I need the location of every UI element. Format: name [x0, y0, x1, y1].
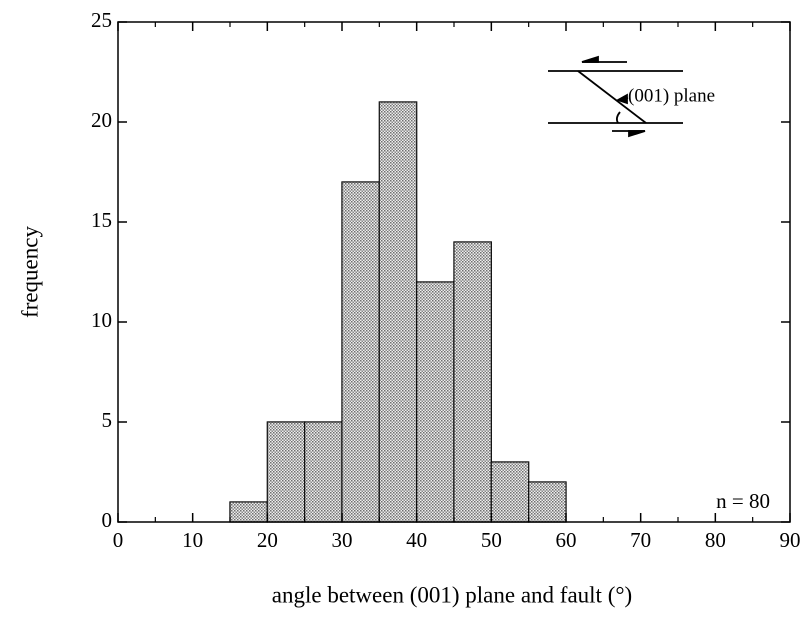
y-tick-label: 20: [91, 108, 112, 132]
bar-tint: [304, 422, 342, 522]
bar: [528, 481, 567, 523]
bar-tint: [230, 502, 268, 522]
inset-diagram: [548, 55, 683, 138]
sample-size: n = 80: [716, 489, 770, 513]
x-tick-label: 90: [780, 528, 801, 552]
x-tick-label: 0: [113, 528, 124, 552]
bar-tint: [267, 422, 305, 522]
bar-tint: [342, 182, 380, 522]
bar-tint: [454, 242, 492, 522]
bar: [453, 241, 492, 523]
bar: [416, 281, 455, 523]
bar-tint: [491, 462, 529, 522]
x-tick-label: 70: [630, 528, 651, 552]
x-tick-label: 40: [406, 528, 427, 552]
x-tick-label: 10: [182, 528, 203, 552]
x-tick-label: 50: [481, 528, 502, 552]
x-tick-label: 60: [556, 528, 577, 552]
y-tick-label: 25: [91, 8, 112, 32]
x-tick-label: 30: [332, 528, 353, 552]
x-tick-label: 20: [257, 528, 278, 552]
x-tick-label: 80: [705, 528, 726, 552]
bar-tint: [379, 102, 417, 522]
y-tick-label: 10: [91, 308, 112, 332]
inset-label: (001) plane: [628, 85, 715, 106]
bar: [378, 101, 418, 523]
y-tick-label: 15: [91, 208, 112, 232]
x-axis-label: angle between (001) plane and fault (°): [272, 582, 632, 607]
y-tick-label: 5: [102, 408, 113, 432]
y-tick-label: 0: [102, 508, 113, 532]
y-axis-label: frequency: [17, 226, 42, 318]
bar-tint: [528, 482, 566, 522]
bar-tint: [416, 282, 454, 522]
